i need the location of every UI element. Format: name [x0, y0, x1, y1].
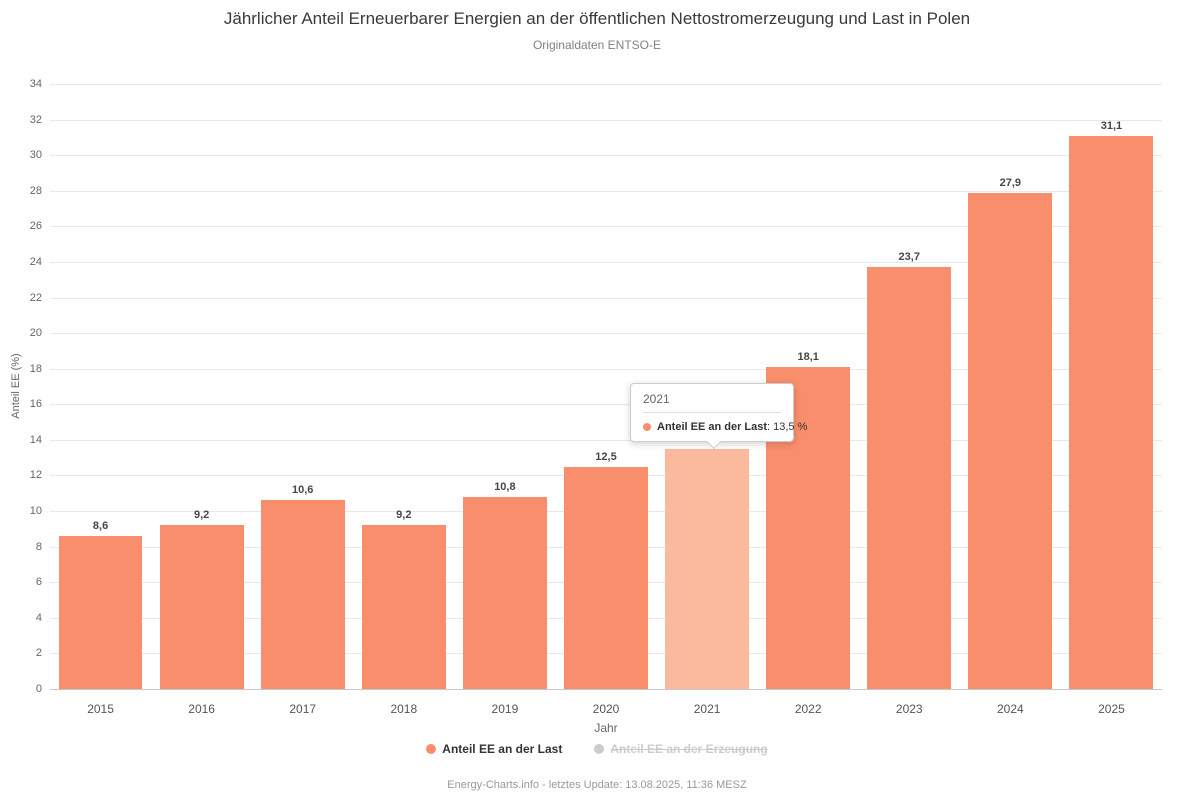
y-axis-tick-label: 14 — [29, 433, 42, 446]
y-axis-tick-label: 26 — [29, 220, 42, 233]
gridline — [50, 689, 1162, 690]
y-axis-tick-label: 28 — [29, 184, 42, 197]
bar-2015[interactable] — [58, 535, 143, 689]
bar-band-2017: 10,6 2017 — [252, 84, 353, 716]
gridline — [50, 333, 1162, 335]
bar-2021[interactable] — [665, 448, 749, 689]
bar-band-2023: 23,7 2023 — [859, 84, 960, 716]
footer-text: Energy-Charts.info - letztes Update: 13.… — [447, 779, 747, 791]
bar-2016[interactable] — [159, 525, 244, 689]
x-axis-tick-label-2021: 2021 — [693, 702, 721, 716]
tooltip-divider — [643, 412, 781, 413]
bar-2020[interactable] — [564, 466, 648, 689]
gridline — [50, 226, 1162, 228]
x-axis-tick-label-2022: 2022 — [794, 702, 822, 716]
gridline — [50, 261, 1162, 263]
chart-subtitle: Originaldaten ENTSO-E — [532, 38, 662, 52]
tooltip-row: Anteil EE an der Last : 13,5 % — [643, 421, 807, 433]
plot-area: 0 2 4 6 8 10 12 14 16 18 20 22 24 26 28 30 32 34 8,6 2015 9,… — [30, 78, 1162, 716]
bar-value-label-2020: 12,5 — [595, 450, 617, 463]
y-axis-tick-label: 34 — [29, 78, 42, 90]
bar-value-label-2023: 23,7 — [898, 251, 920, 264]
y-axis-tick-label: 18 — [29, 362, 42, 375]
x-axis-tick-label-2016: 2016 — [188, 702, 215, 716]
bar-value-label-2015: 8,6 — [92, 519, 109, 532]
x-axis-tick-label-2017: 2017 — [289, 702, 317, 716]
y-axis-tick-label: 22 — [29, 291, 42, 304]
x-axis-tick-label-2024: 2024 — [997, 702, 1024, 716]
x-axis-tick-label-2015: 2015 — [87, 702, 114, 716]
legend: Anteil EE an der Last Anteil EE an der Er… — [0, 742, 1194, 756]
bar-band-2019: 10,8 2019 — [454, 84, 555, 716]
legend-dot — [594, 744, 605, 754]
bar-band-2025: 31,1 2025 — [1061, 84, 1162, 716]
tooltip-value: : 13,5 % — [767, 421, 808, 433]
tooltip-category: 2021 — [643, 392, 670, 406]
legend-item-0[interactable]: Anteil EE an der Last — [414, 742, 574, 756]
bar-value-label-2018: 9,2 — [396, 509, 412, 522]
bar-band-2018: 9,2 2018 — [353, 84, 454, 716]
bar-value-label-2025: 31,1 — [1100, 119, 1123, 132]
y-axis-tick-label: 2 — [35, 647, 42, 660]
bar-value-label-2022: 18,1 — [797, 350, 819, 363]
gridline — [50, 119, 1162, 121]
bar-value-label-2016: 9,2 — [193, 509, 210, 522]
bar-2018[interactable] — [361, 525, 446, 689]
bar-band-2016: 9,2 2016 — [151, 84, 252, 716]
legend-item-1[interactable]: Anteil EE an der Erzeugung — [582, 742, 779, 756]
legend-label: Anteil EE an der Erzeugung — [610, 742, 768, 756]
y-axis-tick-label: 16 — [29, 398, 42, 411]
y-axis-tick-label: 6 — [35, 576, 42, 589]
y-axis-tick-label: 0 — [35, 683, 42, 695]
tooltip-series-dot — [643, 423, 651, 431]
y-axis-tick-label: 10 — [29, 505, 42, 518]
y-axis-tick-label: 12 — [29, 469, 42, 482]
x-axis-tick-label-2023: 2023 — [895, 702, 923, 716]
gridline — [50, 404, 1162, 406]
bar-band-2022: 18,1 2022 — [758, 84, 859, 716]
legend-label: Anteil EE an der Last — [442, 742, 563, 756]
chart-title: Jährlicher Anteil Erneuerbarer Energien … — [223, 9, 971, 28]
bar-band-2024: 27,9 2024 — [960, 84, 1061, 716]
bar-value-label-2019: 10,8 — [494, 480, 516, 493]
y-axis-tick-label: 4 — [35, 611, 42, 624]
x-axis-tick-label-2025: 2025 — [1098, 702, 1125, 716]
legend-dot — [426, 744, 437, 754]
gridline — [50, 297, 1162, 299]
y-axis-tick-label: 8 — [35, 540, 42, 553]
bar-value-label-2017: 10,6 — [292, 484, 314, 497]
gridline — [50, 155, 1162, 157]
bar-2019[interactable] — [462, 496, 547, 689]
gridline — [50, 84, 1162, 85]
tooltip: 2021 Anteil EE an der Last : 13,5 % — [630, 383, 807, 450]
y-axis-tick-label: 20 — [29, 327, 42, 340]
gridline — [50, 368, 1162, 370]
bar-value-label-2024: 27,9 — [999, 176, 1022, 189]
x-axis-tick-label-2018: 2018 — [390, 702, 418, 716]
bar-2025[interactable] — [1069, 135, 1154, 689]
bar-band-2020: 12,5 2020 — [555, 84, 656, 716]
x-axis-tick-label-2019: 2019 — [491, 702, 519, 716]
bar-2024[interactable] — [968, 192, 1053, 689]
bar-band-2021: 13,52021 — [657, 84, 758, 716]
bar-2017[interactable] — [260, 500, 345, 689]
y-axis-tick-label: 32 — [29, 113, 42, 126]
y-axis-tick-label: 24 — [29, 255, 42, 268]
gridline — [50, 190, 1162, 192]
tooltip-series-label: Anteil EE an der Last — [657, 421, 768, 433]
y-axis-tick-label: 30 — [29, 149, 42, 162]
x-axis-title: Jahr — [594, 721, 618, 735]
bar-band-2015: 8,6 2015 — [50, 84, 151, 716]
x-axis-tick-label-2020: 2020 — [592, 702, 620, 716]
bar-2023[interactable] — [867, 267, 952, 689]
gridline — [50, 439, 1162, 441]
